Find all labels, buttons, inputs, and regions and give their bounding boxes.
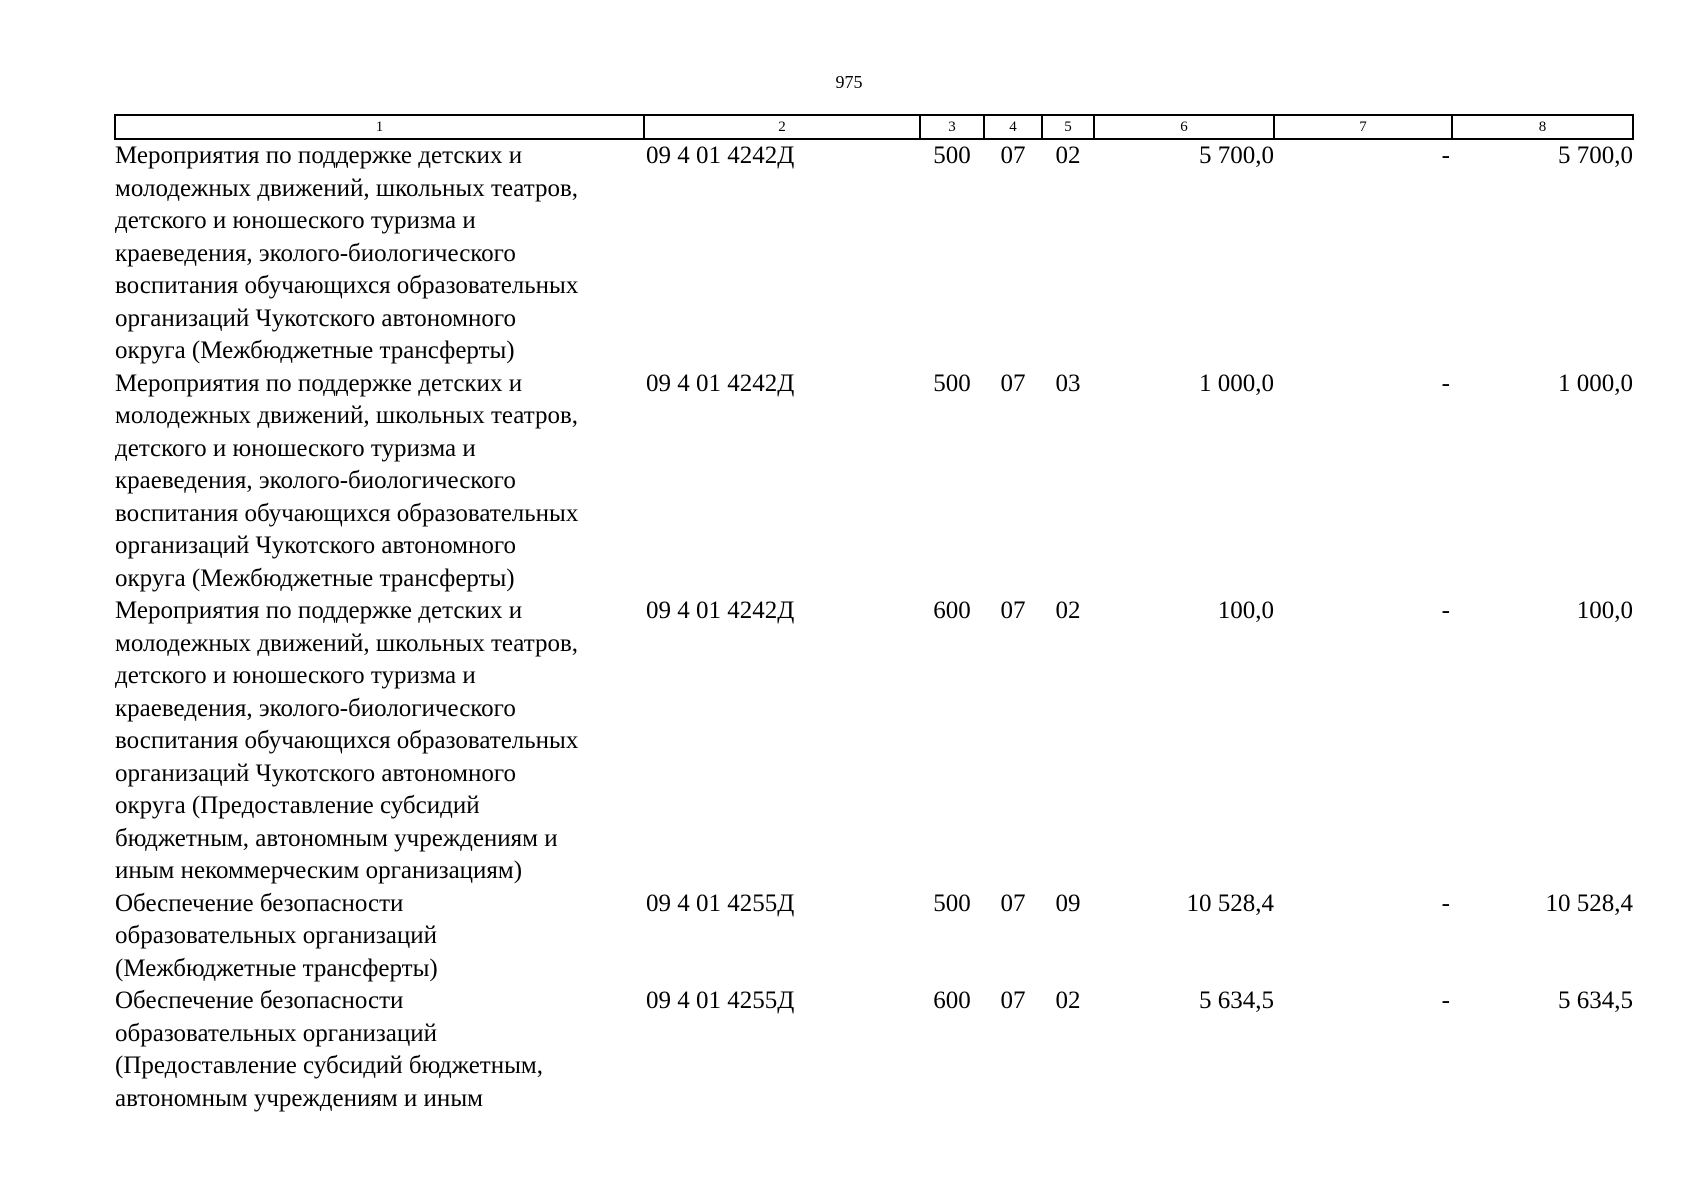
row-total-cell: 5 634,5: [1558, 987, 1633, 1014]
row-name-cell: Мероприятия по поддержке детских и молоде…: [115, 595, 644, 888]
row-name-line: воспитания обучающихся образовательных: [115, 272, 579, 299]
row-name-line: Мероприятия по поддержке детских и: [115, 369, 523, 397]
row-amount-cell: 5 700,0: [1199, 142, 1274, 169]
table-header: 1 2 3 4 5 6 7 8: [114, 114, 1634, 140]
row-name-line: краеведения, эколого-биологического: [115, 239, 516, 267]
row-name-line: детского и юношеского туризма и: [115, 662, 476, 689]
row-section-cell: 07: [1000, 597, 1026, 624]
column-header-6: 6: [1093, 114, 1275, 140]
row-name-line: автономным учреждениям и иным: [115, 1084, 483, 1112]
table-row: Мероприятия по поддержке детских и молоде…: [115, 139, 1633, 368]
row-name-line: Обеспечение безопасности: [115, 889, 404, 917]
table-row: Мероприятия по поддержке детских и молоде…: [115, 595, 1633, 888]
table-body: Мероприятия по поддержке детских и молоде…: [115, 139, 1633, 1115]
table-row: Мероприятия по поддержке детских и молоде…: [115, 368, 1633, 596]
row-change-cell: -: [1441, 987, 1450, 1014]
row-subsection-cell: 02: [1055, 987, 1081, 1014]
row-code-cell: 09 4 01 4242Д: [646, 597, 795, 624]
header-row: 1 2 3 4 5 6 7 8: [114, 114, 1634, 140]
row-name-line: Мероприятия по поддержке детских и: [115, 597, 523, 624]
column-header-4: 4: [983, 114, 1043, 140]
row-code-cell: 09 4 01 4242Д: [646, 369, 795, 397]
column-header-8: 8: [1451, 114, 1634, 140]
row-name-line: округа (Предоставление субсидий: [115, 792, 480, 819]
row-total-cell: 5 700,0: [1558, 142, 1633, 169]
column-header-1: 1: [114, 114, 645, 140]
column-header-3: 3: [919, 114, 985, 140]
row-name-cell: Обеспечение безопасности образовательных …: [115, 985, 644, 1115]
row-name-line: бюджетным, автономным учреждениям и: [115, 824, 558, 852]
row-change-cell: -: [1441, 369, 1450, 397]
row-name-line: краеведения, эколого-биологического: [115, 467, 516, 494]
row-type-cell: 600: [933, 597, 971, 624]
row-section-cell: 07: [1000, 142, 1026, 169]
row-name-line: организаций Чукотского автономного: [115, 304, 516, 332]
row-total-cell: 100,0: [1576, 597, 1633, 624]
row-section-cell: 07: [1000, 987, 1026, 1014]
row-name-cell: Обеспечение безопасности образовательных …: [115, 888, 644, 986]
row-name-line: воспитания обучающихся образовательных: [115, 499, 579, 527]
row-type-cell: 500: [933, 889, 971, 917]
row-name-line: Обеспечение безопасности: [115, 987, 404, 1014]
row-name-cell: Мероприятия по поддержке детских и молоде…: [115, 139, 644, 368]
row-amount-cell: 1 000,0: [1199, 369, 1274, 397]
row-type-cell: 600: [933, 987, 971, 1014]
row-name-line: образовательных организаций: [115, 922, 438, 949]
row-section-cell: 07: [1000, 889, 1026, 917]
row-name-line: округа (Межбюджетные трансферты): [115, 337, 515, 364]
row-total-cell: 10 528,4: [1545, 889, 1634, 917]
row-code-cell: 09 4 01 4255Д: [646, 889, 795, 917]
row-amount-cell: 100,0: [1217, 597, 1274, 624]
table-row: Обеспечение безопасности образовательных …: [115, 888, 1633, 986]
row-name-line: воспитания обучающихся образовательных: [115, 727, 579, 754]
row-change-cell: -: [1441, 889, 1450, 917]
row-subsection-cell: 02: [1055, 597, 1081, 624]
row-name-line: организаций Чукотского автономного: [115, 759, 516, 787]
row-code-cell: 09 4 01 4255Д: [646, 987, 795, 1014]
row-name-line: Мероприятия по поддержке детских и: [115, 142, 523, 169]
row-name-line: детского и юношеского туризма и: [115, 434, 476, 462]
row-name-line: детского и юношеского туризма и: [115, 207, 476, 234]
table-row: Обеспечение безопасности образовательных …: [115, 985, 1633, 1115]
row-total-cell: 1 000,0: [1558, 369, 1633, 397]
row-name-line: краеведения, эколого-биологического: [115, 694, 516, 722]
row-name-line: (Предоставление субсидий бюджетным,: [115, 1052, 543, 1079]
row-subsection-cell: 02: [1055, 142, 1081, 169]
row-name-line: округа (Межбюджетные трансферты): [115, 564, 515, 592]
column-header-7: 7: [1273, 114, 1453, 140]
budget-table: 1 2 3 4 5 6 7 8 Мероприятия по поддержке…: [114, 114, 1634, 1115]
row-name-line: молодежных движений, школьных театров,: [115, 629, 579, 657]
row-name-line: организаций Чукотского автономного: [115, 532, 516, 559]
row-name-cell: Мероприятия по поддержке детских и молоде…: [115, 368, 644, 596]
column-header-2: 2: [643, 114, 921, 140]
row-type-cell: 500: [933, 369, 971, 397]
row-subsection-cell: 09: [1055, 889, 1081, 917]
row-code-cell: 09 4 01 4242Д: [646, 142, 795, 169]
row-name-line: иным некоммерческим организациям): [115, 857, 523, 884]
row-name-line: образовательных организаций: [115, 1019, 438, 1047]
row-name-line: молодежных движений, школьных театров,: [115, 174, 579, 202]
row-change-cell: -: [1441, 142, 1450, 169]
row-name-line: (Межбюджетные трансферты): [115, 954, 438, 982]
row-type-cell: 500: [933, 142, 971, 169]
page-number: 975: [835, 72, 863, 92]
row-section-cell: 07: [1000, 369, 1026, 397]
row-amount-cell: 5 634,5: [1199, 987, 1274, 1014]
row-amount-cell: 10 528,4: [1186, 889, 1275, 917]
row-subsection-cell: 03: [1055, 369, 1081, 397]
column-header-5: 5: [1041, 114, 1095, 140]
row-change-cell: -: [1441, 597, 1450, 624]
row-name-line: молодежных движений, школьных театров,: [115, 402, 579, 429]
